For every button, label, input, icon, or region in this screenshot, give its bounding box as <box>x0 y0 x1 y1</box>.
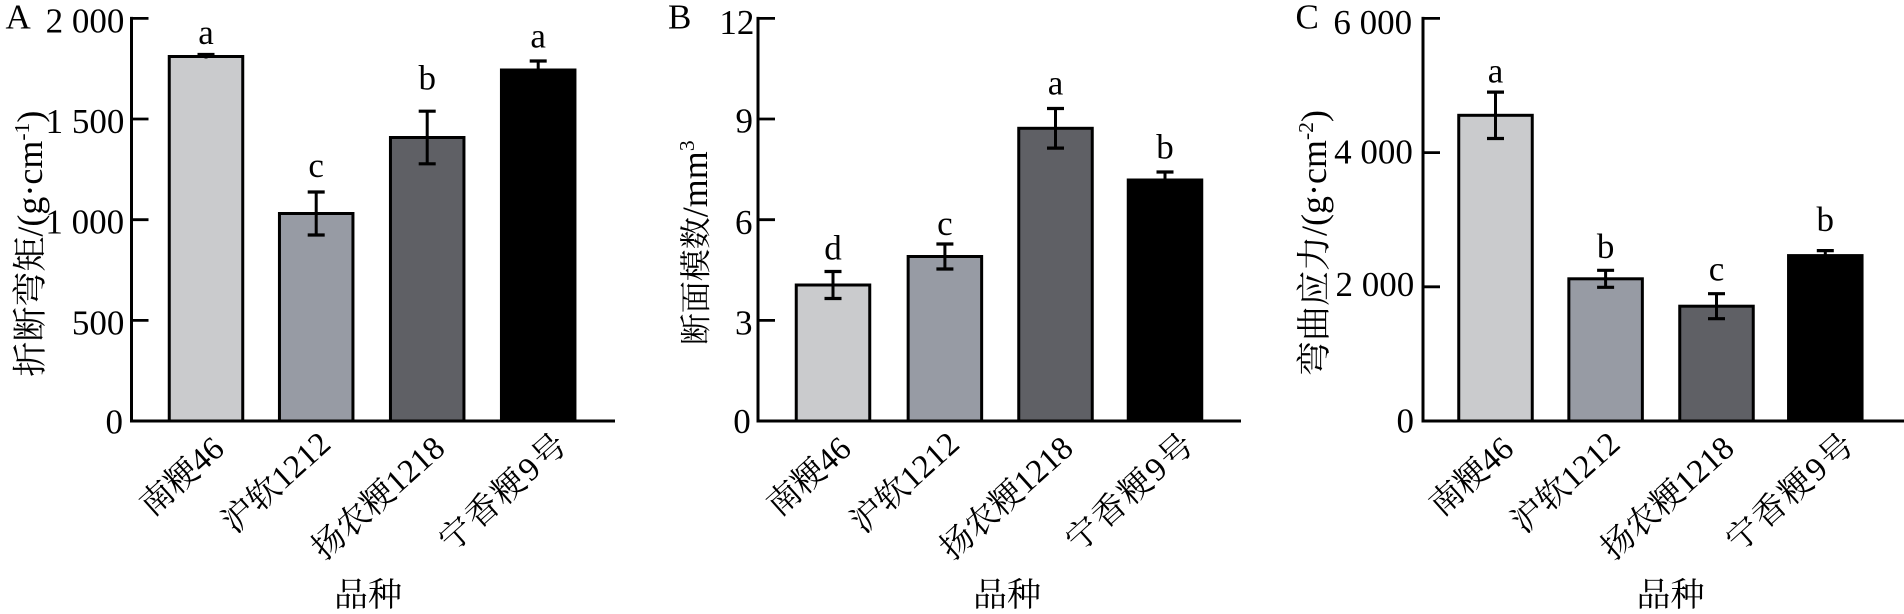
svg-text:a: a <box>530 17 546 56</box>
svg-text:0: 0 <box>733 402 751 441</box>
svg-text:6 000: 6 000 <box>1333 3 1412 42</box>
svg-text:6: 6 <box>735 203 753 242</box>
svg-text:c: c <box>1709 250 1725 289</box>
svg-text:2 000: 2 000 <box>1335 265 1414 304</box>
svg-text:b: b <box>1817 200 1835 239</box>
svg-text:C: C <box>1296 0 1319 37</box>
svg-text:4 000: 4 000 <box>1334 132 1413 171</box>
svg-text:1 000: 1 000 <box>45 203 124 242</box>
svg-text:12: 12 <box>719 3 754 42</box>
svg-text:/mm3: /mm3 <box>675 140 715 217</box>
svg-text:9: 9 <box>736 101 754 140</box>
svg-text:a: a <box>1048 64 1064 103</box>
svg-text:c: c <box>308 146 324 185</box>
svg-text:b: b <box>1156 128 1174 167</box>
svg-text:3: 3 <box>735 303 753 342</box>
svg-text:d: d <box>824 229 842 268</box>
svg-text:0: 0 <box>106 402 124 441</box>
svg-text:0: 0 <box>1397 401 1415 440</box>
svg-text:1 500: 1 500 <box>46 102 125 141</box>
svg-text:500: 500 <box>72 303 125 342</box>
svg-text:A: A <box>6 0 32 37</box>
svg-text:a: a <box>1488 52 1504 91</box>
svg-text:b: b <box>1597 227 1615 266</box>
svg-text:b: b <box>418 59 436 98</box>
svg-text:B: B <box>668 0 691 37</box>
svg-text:a: a <box>198 13 214 52</box>
svg-text:c: c <box>937 204 953 243</box>
svg-text:2 000: 2 000 <box>46 1 125 40</box>
